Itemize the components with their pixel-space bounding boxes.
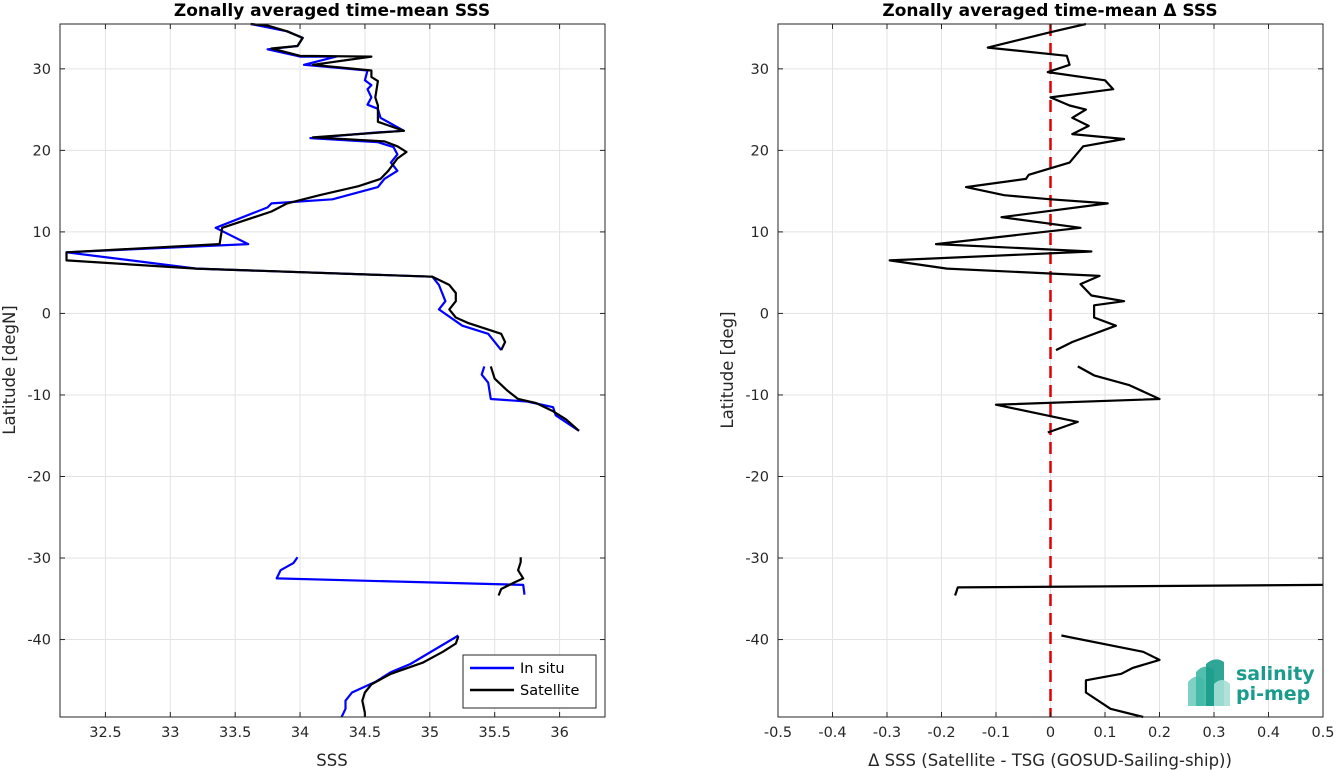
x-tick-label: 0.2 (1148, 725, 1171, 741)
x-tick-label: 33 (161, 725, 179, 741)
series-line-in-situ (480, 366, 580, 432)
x-tick-label: 32.5 (89, 725, 121, 741)
logo-text-pi-mep: pi-mep (1236, 683, 1310, 705)
right-chart: Zonally averaged time-mean Δ SSS -0.5 -0.… (718, 1, 1335, 770)
left-chart-title: Zonally averaged time-mean SSS (174, 1, 490, 21)
series-line-satellite (489, 366, 580, 432)
y-tick-label: -40 (27, 633, 51, 649)
y-tick-label: -40 (745, 633, 769, 649)
x-tick-label: 34.5 (349, 725, 381, 741)
y-tick-label: 20 (33, 143, 51, 159)
x-tick-label: -0.4 (818, 725, 846, 741)
x-tick-label: 35 (421, 725, 439, 741)
right-x-axis-label: Δ SSS (Satellite - TSG (GOSUD-Sailing-sh… (868, 751, 1232, 770)
x-tick-label: 0.4 (1257, 725, 1280, 741)
series-line-series-0 (888, 22, 1126, 352)
x-tick-label: -0.1 (982, 725, 1010, 741)
left-ticks: 32.5 33 33.5 34 34.5 35 35.5 36 -40 -30 -20 -10 0 10 2… (27, 24, 605, 741)
x-tick-label: 0.5 (1311, 725, 1334, 741)
legend: In situ Satellite (462, 654, 597, 709)
left-series (65, 22, 580, 718)
right-chart-title: Zonally averaged time-mean Δ SSS (882, 1, 1217, 21)
y-tick-label: 10 (33, 225, 51, 241)
x-tick-label: 0 (1046, 725, 1055, 741)
series-line-satellite (361, 635, 460, 717)
y-tick-label: 0 (760, 306, 769, 322)
y-tick-label: -10 (745, 388, 769, 404)
y-tick-label: 30 (751, 62, 769, 78)
y-tick-label: 30 (33, 62, 51, 78)
x-tick-label: 0.3 (1202, 725, 1225, 741)
legend-box (462, 654, 597, 709)
right-series (888, 22, 1324, 719)
x-tick-label: -0.3 (873, 725, 901, 741)
right-ticks: -0.5 -0.4 -0.3 -0.2 -0.1 0 0.1 0.2 0.3 0.4 0.5 -40 -… (745, 24, 1335, 741)
x-tick-label: 36 (550, 725, 568, 741)
left-y-axis-label: Latitude [degN] (0, 305, 19, 434)
right-y-axis-label: Latitude [deg] (718, 311, 737, 428)
left-axes-box (59, 23, 606, 718)
series-line-series-0 (994, 365, 1161, 434)
x-tick-label: 33.5 (219, 725, 251, 741)
logo-waves-icon (1188, 659, 1230, 706)
x-tick-label: -0.2 (927, 725, 955, 741)
y-tick-label: -20 (27, 469, 51, 485)
legend-label-satellite: Satellite (520, 683, 579, 699)
series-line-series-0 (954, 583, 1324, 596)
y-tick-label: -10 (27, 388, 51, 404)
x-tick-label: 35.5 (479, 725, 511, 741)
y-tick-label: -30 (745, 551, 769, 567)
y-tick-label: 0 (42, 306, 51, 322)
legend-label-in-situ: In situ (520, 661, 565, 677)
left-chart: Zonally averaged time-mean SSS 32.5 33 33.… (0, 1, 606, 770)
series-line-satellite (497, 557, 525, 596)
logo-text-salinity: salinity (1236, 663, 1315, 685)
y-tick-label: -30 (27, 551, 51, 567)
series-line-in-situ (275, 556, 526, 595)
series-line-in-situ (340, 634, 459, 718)
salinity-pi-mep-logo: salinity pi-mep (1188, 659, 1315, 706)
x-tick-label: 34 (291, 725, 309, 741)
series-line-satellite (65, 22, 507, 351)
series-line-series-0 (1061, 634, 1161, 719)
x-tick-label: 0.1 (1093, 725, 1116, 741)
x-tick-label: -0.5 (764, 725, 792, 741)
y-tick-label: 20 (751, 143, 769, 159)
y-tick-label: 10 (751, 225, 769, 241)
left-x-axis-label: SSS (316, 751, 347, 770)
y-tick-label: -20 (745, 469, 769, 485)
